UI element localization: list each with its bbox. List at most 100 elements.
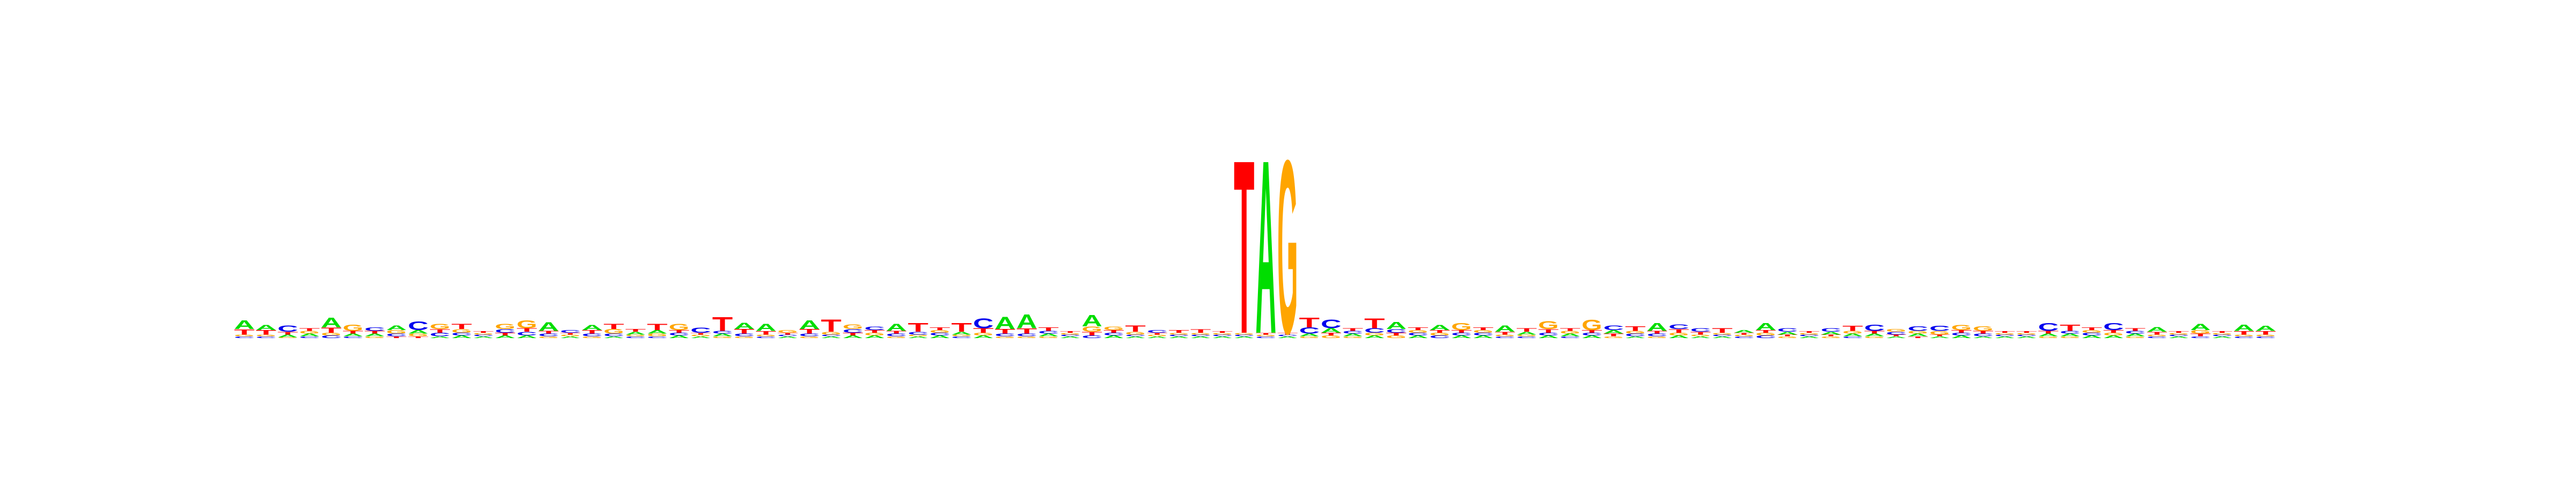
logo-letter-a: A xyxy=(973,335,993,339)
logo-letter-a: A xyxy=(712,333,733,338)
logo-letter-g: G xyxy=(2147,334,2167,337)
logo-letter-t: T xyxy=(1973,330,1993,334)
logo-letter-a: A xyxy=(234,318,254,332)
logo-letter-a: A xyxy=(1212,336,1233,339)
logo-letter-a: A xyxy=(1103,335,1124,339)
logo-letter-c: C xyxy=(1668,324,1689,331)
logo-letter-t: T xyxy=(256,329,277,336)
logo-letter-t: T xyxy=(1604,333,1624,337)
logo-letter-c: C xyxy=(2082,332,2102,336)
logo-letter-a: A xyxy=(2234,323,2254,333)
logo-letter-t: T xyxy=(1929,334,1950,337)
logo-letter-t: T xyxy=(538,330,559,334)
logo-letter-c: C xyxy=(647,336,668,339)
logo-letter-g: G xyxy=(843,323,863,330)
logo-letter-g: G xyxy=(669,322,689,332)
logo-letter-g: G xyxy=(582,336,602,339)
logo-letter-g: G xyxy=(430,322,450,331)
logo-letter-t: T xyxy=(1256,332,1276,335)
logo-letter-t: T xyxy=(778,332,798,335)
logo-letter-a: A xyxy=(1430,324,1450,332)
logo-letter-g: G xyxy=(343,323,363,333)
logo-letter-c: C xyxy=(1016,333,1037,338)
logo-letter-a: A xyxy=(408,329,428,334)
logo-letter-c: C xyxy=(2234,336,2254,339)
logo-letter-g: G xyxy=(299,330,320,334)
logo-letter-a: A xyxy=(995,313,1015,333)
logo-letter-c: C xyxy=(908,331,928,335)
logo-letter-c: C xyxy=(2190,336,2211,339)
logo-letter-c: C xyxy=(321,335,341,339)
logo-letter-a: A xyxy=(734,321,755,331)
logo-letter-g: G xyxy=(1364,332,1385,336)
logo-letter-t: T xyxy=(386,336,407,339)
logo-letter-c: C xyxy=(604,333,624,338)
logo-letter-a: A xyxy=(647,329,668,334)
logo-letter-a: A xyxy=(756,322,776,333)
logo-letter-t: T xyxy=(277,331,298,335)
logo-letter-a: A xyxy=(952,331,972,335)
logo-letter-g: G xyxy=(1038,336,1059,339)
logo-letter-c: C xyxy=(408,319,428,333)
logo-letter-a: A xyxy=(321,315,341,331)
logo-letter-g: G xyxy=(1299,336,1320,339)
logo-letter-g: G xyxy=(1668,332,1689,336)
logo-letter-c: C xyxy=(1082,335,1102,339)
logo-letter-g: G xyxy=(2038,336,2059,339)
logo-letter-t: T xyxy=(1016,327,1037,335)
logo-letter-a: A xyxy=(1755,321,1776,333)
logo-letter-t: T xyxy=(234,328,255,336)
logo-letter-c: C xyxy=(1734,336,1754,339)
logo-letter-a: A xyxy=(908,336,928,339)
logo-letter-c: C xyxy=(1060,334,1080,337)
logo-letter-t: T xyxy=(1190,328,1211,334)
logo-letter-g: G xyxy=(1147,334,1167,337)
logo-letter-t: T xyxy=(973,327,994,334)
logo-letter-g: G xyxy=(1973,325,1993,332)
logo-letter-c: C xyxy=(560,330,581,334)
logo-letter-c: C xyxy=(234,336,254,339)
logo-letter-g: G xyxy=(1712,332,1732,335)
logo-letter-c: C xyxy=(386,333,407,338)
logo-letter-g: G xyxy=(2234,334,2254,337)
logo-letter-c: C xyxy=(1495,336,1515,339)
logo-letter-t: T xyxy=(952,321,972,335)
logo-letter-c: C xyxy=(2147,336,2167,339)
logo-letter-c: C xyxy=(473,334,494,337)
logo-letter-a: A xyxy=(1864,333,1885,338)
logo-letter-g: G xyxy=(1386,335,1407,339)
logo-letter-c: C xyxy=(734,333,755,338)
logo-letter-c: C xyxy=(2256,336,2276,339)
logo-letter-g: G xyxy=(1929,330,1950,335)
logo-letter-c: C xyxy=(1951,332,1972,336)
logo-letter-a: A xyxy=(1234,336,1254,339)
logo-letter-a: A xyxy=(430,336,450,339)
logo-letter-c: C xyxy=(843,328,863,334)
logo-letter-a: A xyxy=(277,334,298,338)
logo-letter-a: A xyxy=(1777,331,1798,335)
logo-letter-g: G xyxy=(1842,330,1863,334)
logo-letter-t: T xyxy=(1299,315,1320,331)
logo-letter-a: A xyxy=(886,322,906,333)
logo-letter-g: G xyxy=(1777,336,1798,339)
logo-letter-a: A xyxy=(1495,324,1515,334)
